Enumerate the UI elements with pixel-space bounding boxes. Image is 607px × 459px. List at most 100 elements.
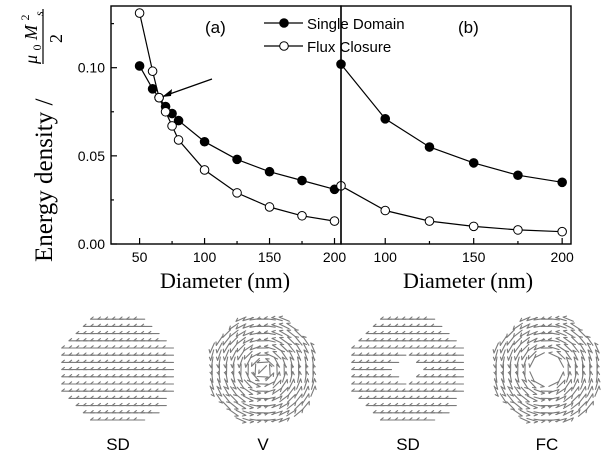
magnetization-arrow — [562, 417, 574, 423]
magnetization-arrow — [286, 322, 297, 330]
magnetization-arrow — [570, 329, 581, 338]
magnetization-arrow — [274, 371, 281, 383]
crossover-arrow — [162, 78, 213, 97]
single-domain-point — [380, 114, 391, 124]
magnetization-arrow — [526, 337, 538, 344]
magnetization-arrow — [287, 386, 296, 397]
magnetization-arrow — [506, 335, 515, 346]
magnetization-arrow — [578, 393, 587, 404]
magnetization-arrow — [302, 342, 309, 354]
magnetization-arrow — [512, 401, 523, 410]
svg-text:μ 0 M: μ 0 M 2 s — [13, 10, 46, 65]
magnetization-arrow — [295, 385, 303, 397]
legend-label-flux-closure: Flux Closure — [307, 39, 391, 56]
magnetization-arrow — [215, 393, 223, 404]
magnetization-arrow — [230, 386, 238, 397]
magnetization-arrow — [379, 366, 393, 371]
magnetization-arrow — [236, 336, 246, 345]
magnetization-arrow — [547, 316, 560, 321]
magnetization-arrow — [562, 329, 574, 337]
svg-text:Energy density /: Energy density / — [31, 99, 58, 262]
y-label-M: M — [21, 24, 41, 41]
magnetization-arrow — [555, 315, 567, 322]
magnetization-arrow — [310, 385, 317, 397]
magnetization-arrow — [451, 381, 465, 385]
magnetization-arrow — [133, 316, 146, 320]
magnetization-arrow — [514, 386, 522, 397]
panel-b-label: (b) — [458, 18, 479, 37]
magnetization-arrow — [224, 378, 230, 390]
magnetization-arrow — [161, 366, 175, 371]
magnetization-arrow — [294, 393, 303, 404]
series-line-flux-closure — [340, 185, 563, 233]
magnetization-arrow — [451, 359, 465, 363]
magnetization-arrow — [264, 388, 276, 394]
magnetization-arrow — [133, 417, 146, 421]
magnetization-arrow — [423, 417, 436, 421]
magnetization-arrow — [587, 378, 594, 390]
magnetization-arrow — [265, 372, 275, 382]
flux-closure-point — [199, 165, 210, 175]
magnetization-arrow — [265, 358, 275, 367]
panel-a-chart: 50 100 150 200 0.00 0.05 0.10 (a) Single Domai… — [13, 5, 405, 293]
single-domain-point — [134, 61, 145, 71]
magnetization-arrow — [594, 378, 601, 390]
magnetization-arrow — [294, 335, 303, 346]
magnetization-arrow — [242, 402, 254, 410]
magnetization-arrow — [272, 350, 282, 360]
magnetization-arrow — [229, 393, 239, 403]
y-label-mu: μ — [21, 55, 41, 65]
magnetization-arrow — [222, 335, 231, 346]
magnetization-arrow — [245, 371, 252, 383]
magnetization-arrow — [271, 315, 283, 322]
magnetization-arrow — [493, 385, 499, 397]
panel-a-x-axis-label: Diameter (nm) — [160, 268, 290, 293]
magnetization-image-3: SD — [351, 316, 465, 454]
magnetization-arrow — [387, 374, 400, 378]
flux-closure-point — [424, 216, 435, 226]
magnetization-arrow — [243, 387, 254, 396]
magnetization-arrow — [230, 356, 236, 369]
magnetization-arrow — [520, 343, 530, 353]
magnetization-arrow — [222, 342, 230, 354]
magnetization-arrow — [223, 385, 230, 397]
magnetization-arrow — [500, 385, 507, 397]
magnetization-arrow — [555, 344, 567, 352]
magnetization-arrow — [235, 402, 247, 410]
magnetization-arrow — [451, 352, 465, 356]
magnetization-arrow — [565, 371, 572, 383]
magnetization-arrow — [287, 343, 296, 353]
magnetization-arrow — [451, 345, 465, 349]
magnetization-arrow — [215, 342, 223, 354]
magnetization-arrow — [288, 378, 296, 390]
magnetization-arrow — [527, 344, 538, 352]
magnetization-arrow — [586, 335, 594, 346]
magnetization-arrow — [570, 322, 581, 330]
magnetization-arrow — [249, 403, 262, 409]
magnetization-arrow — [526, 395, 538, 403]
magnetization-arrow — [594, 385, 601, 397]
magnetization-arrow — [235, 330, 247, 337]
magnetization-arrow — [229, 336, 239, 346]
magnetization-arrow — [580, 378, 587, 390]
single-domain-point — [199, 136, 210, 147]
magnetization-arrow — [588, 370, 593, 383]
magnetization-arrow — [519, 330, 531, 337]
flux-closure-point — [380, 205, 391, 216]
magnetization-arrow — [154, 402, 167, 407]
magnetization-arrow — [304, 370, 309, 383]
magnetization-arrow — [519, 409, 531, 417]
magnetization-arrow — [256, 345, 269, 349]
magnetization-arrow — [242, 417, 255, 424]
magnetization-arrow — [526, 417, 539, 424]
magnetization-arrow — [512, 322, 523, 331]
flux-closure-point — [232, 188, 242, 198]
magnetization-arrow — [264, 351, 276, 359]
magnetization-arrow — [574, 363, 579, 376]
magnetization-image-label: V — [257, 435, 269, 454]
magnetization-arrow — [451, 374, 465, 378]
magnetization-arrow — [579, 342, 587, 354]
magnetization-arrow — [555, 410, 567, 416]
magnetization-arrow — [564, 378, 573, 390]
magnetization-arrow — [297, 370, 302, 383]
